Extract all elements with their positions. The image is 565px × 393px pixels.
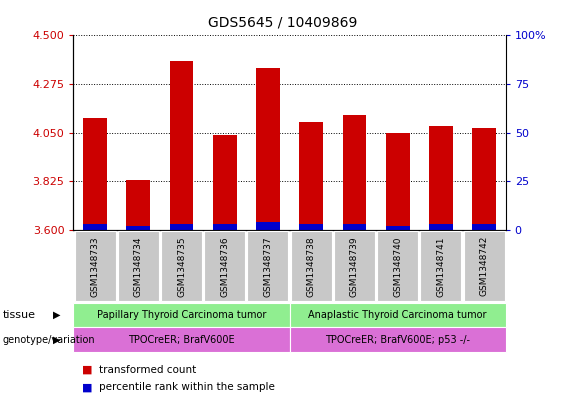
Bar bbox=[213, 135, 237, 230]
Text: GSM1348737: GSM1348737 bbox=[263, 236, 272, 297]
Text: TPOCreER; BrafV600E; p53 -/-: TPOCreER; BrafV600E; p53 -/- bbox=[325, 335, 470, 345]
Bar bbox=[299, 224, 323, 230]
Text: percentile rank within the sample: percentile rank within the sample bbox=[99, 382, 275, 393]
Text: GSM1348733: GSM1348733 bbox=[90, 236, 99, 297]
Bar bbox=[83, 118, 107, 230]
Text: GSM1348742: GSM1348742 bbox=[480, 236, 489, 296]
Bar bbox=[386, 226, 410, 230]
Bar bbox=[342, 224, 366, 230]
Text: GSM1348734: GSM1348734 bbox=[134, 236, 143, 296]
Text: GSM1348735: GSM1348735 bbox=[177, 236, 186, 297]
Text: Anaplastic Thyroid Carcinoma tumor: Anaplastic Thyroid Carcinoma tumor bbox=[308, 310, 487, 320]
Bar bbox=[299, 122, 323, 230]
Text: ▶: ▶ bbox=[53, 335, 60, 345]
Text: TPOCreER; BrafV600E: TPOCreER; BrafV600E bbox=[128, 335, 235, 345]
Text: GDS5645 / 10409869: GDS5645 / 10409869 bbox=[208, 16, 357, 30]
Text: ■: ■ bbox=[82, 382, 93, 393]
Bar bbox=[170, 61, 193, 230]
Bar bbox=[213, 224, 237, 230]
Bar bbox=[83, 224, 107, 230]
Text: ▶: ▶ bbox=[53, 310, 60, 320]
Bar bbox=[170, 224, 193, 230]
Bar bbox=[256, 222, 280, 230]
Bar bbox=[472, 224, 496, 230]
Bar bbox=[127, 226, 150, 230]
Text: GSM1348736: GSM1348736 bbox=[220, 236, 229, 297]
Bar bbox=[429, 224, 453, 230]
Text: GSM1348739: GSM1348739 bbox=[350, 236, 359, 297]
Bar bbox=[429, 126, 453, 230]
Bar bbox=[256, 68, 280, 230]
Text: ■: ■ bbox=[82, 365, 93, 375]
Bar bbox=[342, 116, 366, 230]
Text: GSM1348740: GSM1348740 bbox=[393, 236, 402, 296]
Text: GSM1348741: GSM1348741 bbox=[436, 236, 445, 296]
Bar bbox=[472, 128, 496, 230]
Text: transformed count: transformed count bbox=[99, 365, 196, 375]
Bar bbox=[386, 133, 410, 230]
Bar bbox=[127, 180, 150, 230]
Text: Papillary Thyroid Carcinoma tumor: Papillary Thyroid Carcinoma tumor bbox=[97, 310, 266, 320]
Text: GSM1348738: GSM1348738 bbox=[307, 236, 316, 297]
Text: tissue: tissue bbox=[3, 310, 36, 320]
Text: genotype/variation: genotype/variation bbox=[3, 335, 95, 345]
